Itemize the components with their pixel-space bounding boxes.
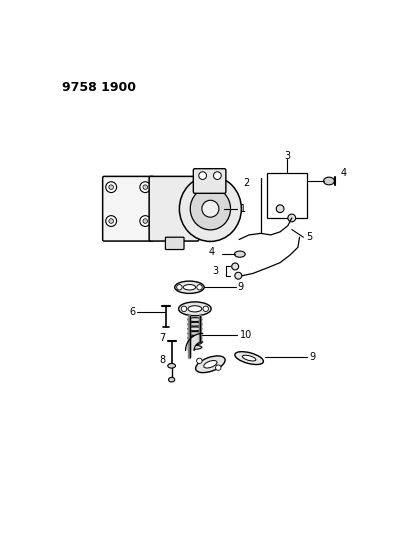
Circle shape [143,219,147,223]
Ellipse shape [204,360,217,368]
Circle shape [140,182,151,192]
Ellipse shape [188,345,202,349]
Text: 3: 3 [212,266,218,276]
FancyBboxPatch shape [166,237,184,249]
Ellipse shape [175,281,204,294]
Circle shape [106,182,117,192]
Ellipse shape [234,251,245,257]
Circle shape [181,306,187,311]
Ellipse shape [323,177,335,185]
Text: 4: 4 [208,247,214,257]
Polygon shape [185,334,203,350]
Text: 7: 7 [159,333,166,343]
Circle shape [213,172,221,180]
Ellipse shape [196,356,225,373]
FancyBboxPatch shape [103,176,154,241]
Ellipse shape [188,322,202,326]
Text: 6: 6 [129,307,135,317]
Ellipse shape [168,364,176,368]
Ellipse shape [178,302,211,316]
Ellipse shape [188,341,202,345]
Text: 10: 10 [240,330,252,340]
Ellipse shape [188,336,202,340]
Text: 9: 9 [237,282,243,292]
Circle shape [288,214,296,222]
Circle shape [235,272,242,279]
Ellipse shape [188,306,202,312]
Text: 1: 1 [240,204,246,214]
Text: 2: 2 [243,178,249,188]
Ellipse shape [179,176,241,241]
Circle shape [199,172,206,180]
Ellipse shape [188,327,202,331]
Circle shape [109,219,113,223]
Circle shape [232,263,239,270]
Circle shape [140,216,151,227]
FancyBboxPatch shape [149,176,199,241]
Circle shape [197,358,202,364]
Ellipse shape [188,332,202,335]
Ellipse shape [169,377,175,382]
Ellipse shape [242,355,256,361]
Text: 4: 4 [341,168,347,179]
Circle shape [109,185,113,189]
Text: 5: 5 [306,232,312,242]
Circle shape [203,306,208,311]
Text: 9758 1900: 9758 1900 [62,81,136,94]
Circle shape [106,216,117,227]
Text: 9: 9 [309,352,316,361]
Ellipse shape [183,285,196,290]
FancyBboxPatch shape [267,173,307,218]
Text: 3: 3 [284,151,290,161]
FancyBboxPatch shape [193,168,226,193]
Ellipse shape [190,188,231,230]
Text: 8: 8 [159,354,166,365]
Circle shape [143,185,147,189]
Circle shape [177,285,182,290]
Ellipse shape [188,318,202,321]
Circle shape [197,285,202,290]
Circle shape [215,365,221,370]
Ellipse shape [202,200,219,217]
Circle shape [276,205,284,213]
Ellipse shape [235,352,263,365]
